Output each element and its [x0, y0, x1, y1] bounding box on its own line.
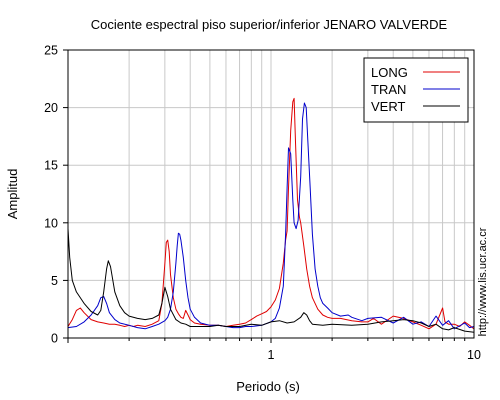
- y-tick-label: 20: [44, 101, 58, 115]
- x-tick-label: 1: [268, 348, 275, 362]
- series-line-tran: [67, 102, 475, 330]
- series-line-vert: [67, 228, 475, 333]
- y-tick-label: 15: [44, 159, 58, 173]
- series-lines: [67, 97, 475, 333]
- axis-ticks: 1 10 0 5 10 15 20 25: [44, 44, 481, 363]
- credit-url: http://www.lis.ucr.ac.cr: [477, 227, 489, 336]
- legend: LONG TRAN VERT: [363, 57, 469, 123]
- legend-label-long: LONG: [371, 65, 408, 80]
- legend-label-vert: VERT: [371, 99, 405, 114]
- legend-label-tran: TRAN: [371, 82, 406, 97]
- y-tick-label: 5: [51, 274, 58, 288]
- series-line-long: [67, 97, 475, 330]
- y-tick-label: 25: [44, 44, 58, 58]
- x-tick-label: 10: [467, 348, 481, 362]
- legend-box: [363, 57, 469, 123]
- y-tick-label: 0: [51, 332, 58, 346]
- chart-title: Cociente espectral piso superior/inferio…: [91, 17, 448, 32]
- y-tick-label: 10: [44, 216, 58, 230]
- y-axis-label: Amplitud: [5, 169, 20, 220]
- x-axis-label: Periodo (s): [236, 379, 300, 394]
